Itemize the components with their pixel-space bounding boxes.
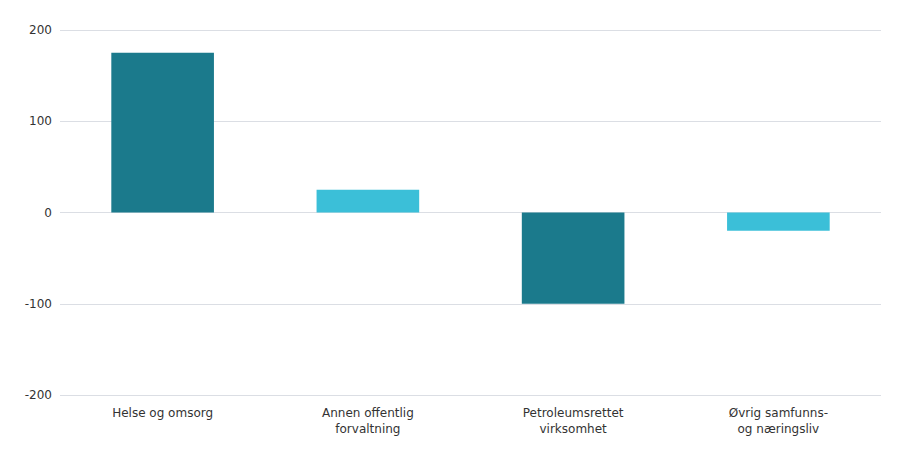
- svg-text:-200: -200: [25, 388, 52, 402]
- svg-text:100: 100: [29, 114, 52, 128]
- svg-text:-100: -100: [25, 297, 52, 311]
- svg-text:og næringsliv: og næringsliv: [738, 422, 820, 436]
- svg-text:virksomhet: virksomhet: [539, 422, 607, 436]
- svg-text:Øvrig samfunns-: Øvrig samfunns-: [729, 406, 828, 420]
- svg-text:forvaltning: forvaltning: [335, 422, 400, 436]
- svg-text:Petroleumsrettet: Petroleumsrettet: [523, 406, 624, 420]
- svg-text:200: 200: [29, 23, 52, 37]
- svg-text:0: 0: [44, 206, 52, 220]
- svg-text:Helse og omsorg: Helse og omsorg: [112, 406, 213, 420]
- svg-text:Annen offentlig: Annen offentlig: [322, 406, 414, 420]
